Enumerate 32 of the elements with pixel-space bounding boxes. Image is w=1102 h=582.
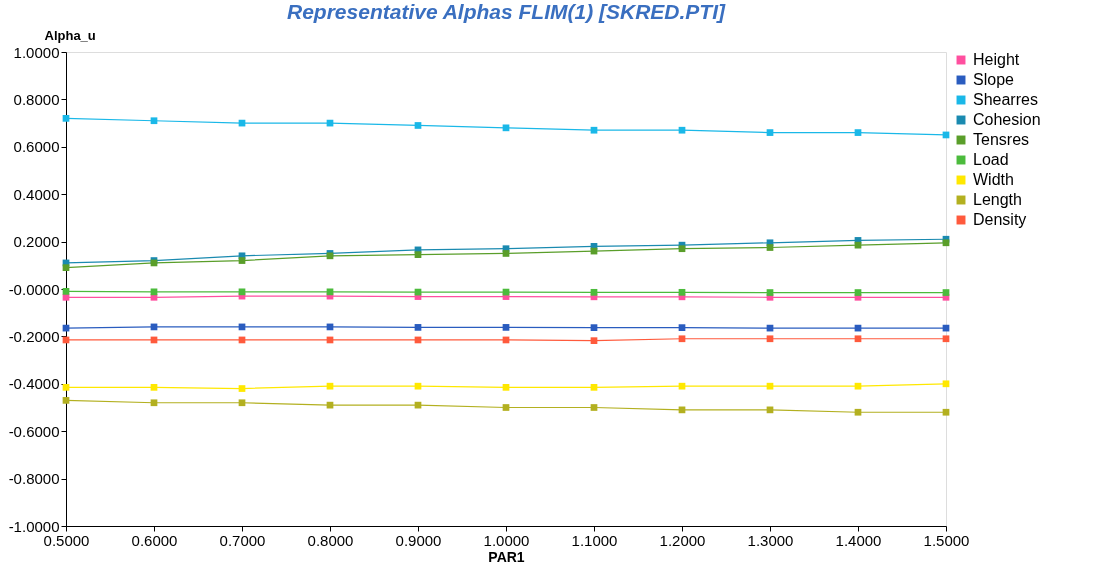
x-tick-label: 1.1000 [571, 531, 618, 549]
legend-label: Width [973, 171, 1014, 188]
y-tick-label: 0.4000 [13, 185, 60, 203]
legend-label: Cohesion [973, 111, 1041, 128]
legend-label: Height [973, 51, 1020, 68]
y-axis-title: Alpha_u [44, 27, 96, 43]
x-tick-label: 1.4000 [835, 531, 882, 549]
y-tick-label: -0.8000 [8, 470, 60, 488]
y-tick-label: 0.6000 [13, 138, 60, 156]
y-tick-label: 0.8000 [13, 90, 60, 108]
x-tick-label: 0.7000 [219, 531, 266, 549]
x-tick-label: 0.6000 [131, 531, 178, 549]
y-tick-label: -0.6000 [8, 422, 60, 440]
y-tick-label: -0.2000 [8, 327, 60, 345]
legend-label: Load [973, 151, 1009, 168]
y-tick-label: 0.2000 [13, 233, 60, 251]
legend-label: Slope [973, 71, 1015, 88]
legend-label: Length [973, 191, 1022, 208]
legend-label: Shearres [973, 91, 1038, 108]
x-tick-label: 1.0000 [483, 531, 530, 549]
y-tick-label: 1.0000 [13, 43, 60, 61]
legend-label: Tensres [973, 131, 1030, 148]
x-axis-title: PAR1 [488, 548, 525, 565]
x-tick-label: 0.8000 [307, 531, 354, 549]
x-tick-label: 0.9000 [395, 531, 442, 549]
legend-label: Density [973, 211, 1027, 228]
x-tick-label: 1.5000 [923, 531, 970, 549]
chart-title: Representative Alphas FLIM(1) [SKRED.PTI] [287, 0, 726, 23]
y-tick-label: -0.4000 [8, 375, 60, 393]
x-tick-label: 1.3000 [747, 531, 794, 549]
x-tick-label: 1.2000 [659, 531, 706, 549]
y-tick-label: -0.0000 [8, 280, 60, 298]
